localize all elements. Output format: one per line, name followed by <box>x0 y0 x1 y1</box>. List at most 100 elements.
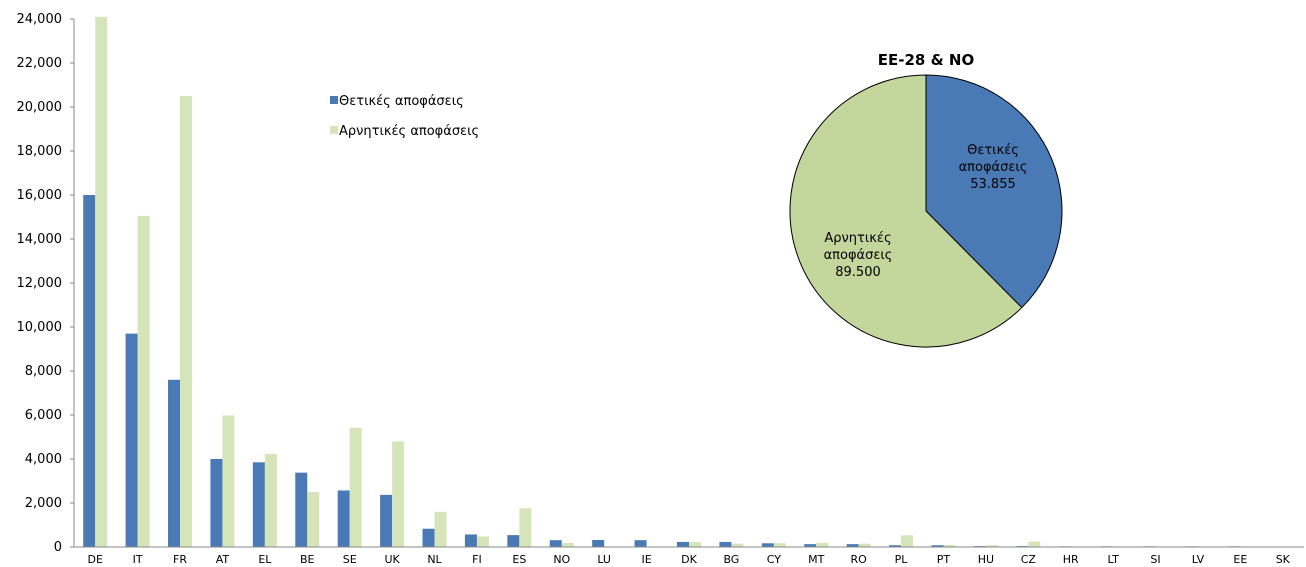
y-tick-label: 8,000 <box>25 364 62 379</box>
legend-swatch-positive <box>330 96 338 104</box>
y-tick-label: 10,000 <box>17 320 63 335</box>
x-tick-label: ES <box>512 553 526 566</box>
y-axis-ticks: 0 2,000 4,000 6,000 8,000 10,000 12,000 14,000 1… <box>17 12 74 555</box>
x-tick-label: NO <box>553 553 570 566</box>
x-tick-label: LT <box>1107 553 1119 566</box>
x-tick-label: SE <box>343 553 357 566</box>
pie-chart: ΕΕ-28 & ΝΟ Θετικές αποφάσεις 53.855 Αρνη… <box>789 51 1063 348</box>
bar-cy-positive <box>761 543 774 547</box>
bar-pt-positive <box>931 545 944 547</box>
pie-label-positive-value: 53.855 <box>970 177 1016 192</box>
bar-el-negative <box>264 453 277 547</box>
x-tick-label: NL <box>427 553 442 566</box>
bar-fi-positive <box>464 534 477 547</box>
x-tick-label: RO <box>850 553 867 566</box>
x-tick-label: MT <box>808 553 824 566</box>
bar-fi-negative <box>476 536 489 547</box>
bar-de-negative <box>95 16 108 548</box>
bar-at-positive <box>210 459 223 547</box>
bar-dk-negative <box>689 542 701 547</box>
x-tick-label: BE <box>300 553 315 566</box>
x-tick-label: PT <box>937 553 951 566</box>
bar-no-negative <box>561 543 574 547</box>
bar-it-negative <box>137 215 150 547</box>
y-tick-label: 16,000 <box>17 188 63 203</box>
x-tick-label: FR <box>173 553 187 566</box>
x-tick-label: IE <box>641 553 651 566</box>
x-tick-label: FI <box>472 553 482 566</box>
bar-uk-negative <box>392 441 405 547</box>
bar-el-positive <box>252 462 265 547</box>
y-tick-label: 18,000 <box>17 144 63 159</box>
y-tick-label: 6,000 <box>25 408 62 423</box>
bar-mt-positive <box>804 544 817 547</box>
y-tick-label: 20,000 <box>17 100 63 115</box>
bar-se-negative <box>349 427 362 547</box>
bar-at-negative <box>222 415 235 547</box>
bar-pt-negative <box>943 545 956 547</box>
x-tick-label: EE <box>1233 553 1247 566</box>
pie-label-negative-value: 89.500 <box>835 265 881 280</box>
y-tick-label: 4,000 <box>25 452 62 467</box>
y-tick-label: 14,000 <box>17 232 63 247</box>
legend: Θετικές αποφάσεις Αρνητικές αποφάσεις <box>330 94 479 139</box>
pie-slices <box>789 74 1063 348</box>
bar-mt-negative <box>816 542 829 547</box>
bar-cz-negative <box>1028 541 1041 547</box>
x-tick-label: LV <box>1192 553 1205 566</box>
x-tick-label: DK <box>681 553 697 566</box>
bar-nl-negative <box>434 511 447 547</box>
bar-no-positive <box>549 540 562 547</box>
bar-ro-positive <box>846 544 859 547</box>
pie-label-negative: Αρνητικές αποφάσεις 89.500 <box>824 231 893 280</box>
bar-es-negative <box>519 508 532 547</box>
y-tick-label: 2,000 <box>25 496 62 511</box>
bars <box>83 16 1295 548</box>
bar-ro-negative <box>858 543 871 547</box>
bar-cy-negative <box>773 543 786 547</box>
legend-label-negative: Αρνητικές αποφάσεις <box>339 124 479 139</box>
bar-lu-positive <box>592 539 605 547</box>
pie-title: ΕΕ-28 & ΝΟ <box>878 51 974 69</box>
x-tick-label: CY <box>767 553 781 566</box>
bar-es-positive <box>507 535 520 547</box>
pie-label-negative-line2: αποφάσεις <box>824 248 893 263</box>
x-axis-ticks: DE IT FR AT EL BE SE UK NL FI ES NO LU IE DK BG CY MT RO PL… <box>87 553 1290 566</box>
bar-be-negative <box>307 492 320 547</box>
bar-it-positive <box>125 333 138 547</box>
y-tick-label: 12,000 <box>17 276 63 291</box>
bar-uk-positive <box>380 494 393 547</box>
bar-de-positive <box>83 195 96 547</box>
x-tick-label: EL <box>258 553 272 566</box>
x-tick-label: DE <box>87 553 102 566</box>
x-tick-label: BG <box>723 553 739 566</box>
pie-label-positive-line2: αποφάσεις <box>959 160 1028 175</box>
bar-pl-negative <box>901 535 914 547</box>
x-tick-label: HR <box>1063 553 1079 566</box>
legend-label-positive: Θετικές αποφάσεις <box>339 94 464 109</box>
y-tick-label: 24,000 <box>17 12 63 27</box>
y-tick-label: 0 <box>54 540 62 555</box>
bar-fr-negative <box>180 96 193 547</box>
bar-be-positive <box>295 472 308 547</box>
bar-fr-positive <box>168 379 181 547</box>
x-tick-label: AT <box>216 553 230 566</box>
x-tick-label: SK <box>1276 553 1291 566</box>
x-tick-label: CZ <box>1021 553 1037 566</box>
x-tick-label: SI <box>1150 553 1160 566</box>
bar-bg-negative <box>731 543 744 547</box>
bar-dk-positive <box>677 541 689 547</box>
x-tick-label: UK <box>384 553 400 566</box>
y-tick-label: 22,000 <box>17 56 63 71</box>
pie-label-negative-line1: Αρνητικές <box>824 231 891 246</box>
bar-bg-positive <box>719 541 732 547</box>
pie-label-positive: Θετικές αποφάσεις 53.855 <box>959 143 1028 192</box>
bar-chart: 0 2,000 4,000 6,000 8,000 10,000 12,000 14,000 1… <box>17 12 1304 566</box>
pie-label-positive-line1: Θετικές <box>967 143 1019 158</box>
x-tick-label: LU <box>597 553 611 566</box>
bar-ie-positive <box>634 540 647 547</box>
pie-slice-negative <box>789 74 1023 348</box>
bar-nl-positive <box>422 528 435 547</box>
bar-hu-negative <box>985 545 998 547</box>
